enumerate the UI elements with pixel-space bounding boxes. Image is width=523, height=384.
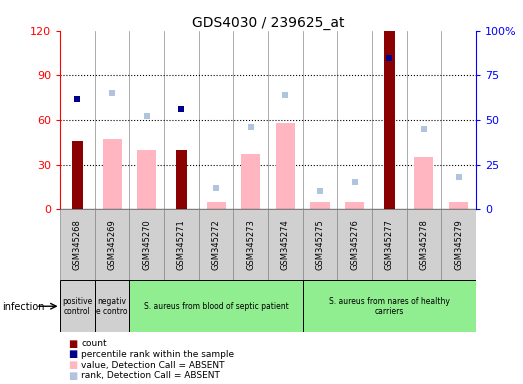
Text: GSM345272: GSM345272	[212, 219, 221, 270]
Bar	[129, 209, 164, 280]
Bar	[311, 202, 329, 209]
Bar	[95, 280, 129, 332]
Bar	[449, 202, 468, 209]
Text: value, Detection Call = ABSENT: value, Detection Call = ABSENT	[81, 361, 224, 370]
Bar	[384, 31, 394, 209]
Bar	[233, 209, 268, 280]
Bar	[60, 209, 95, 280]
Text: GSM345268: GSM345268	[73, 219, 82, 270]
Bar	[303, 209, 337, 280]
Bar	[72, 141, 83, 209]
Bar	[241, 154, 260, 209]
Text: S. aureus from blood of septic patient: S. aureus from blood of septic patient	[144, 302, 289, 311]
Text: GSM345277: GSM345277	[385, 219, 394, 270]
Text: GSM345278: GSM345278	[419, 219, 428, 270]
Text: rank, Detection Call = ABSENT: rank, Detection Call = ABSENT	[81, 371, 220, 381]
Bar	[268, 209, 303, 280]
Text: positive
control: positive control	[62, 296, 93, 316]
Text: infection: infection	[3, 302, 45, 312]
Bar	[129, 280, 303, 332]
Bar	[372, 209, 407, 280]
Text: GSM345275: GSM345275	[315, 219, 324, 270]
Bar	[345, 202, 364, 209]
Text: ■: ■	[68, 349, 77, 359]
Bar	[176, 150, 187, 209]
Bar	[164, 209, 199, 280]
Text: GSM345279: GSM345279	[454, 219, 463, 270]
Text: S. aureus from nares of healthy
carriers: S. aureus from nares of healthy carriers	[329, 296, 450, 316]
Bar	[414, 157, 434, 209]
Bar	[303, 280, 476, 332]
Title: GDS4030 / 239625_at: GDS4030 / 239625_at	[192, 16, 344, 30]
Text: GSM345270: GSM345270	[142, 219, 151, 270]
Text: ■: ■	[68, 371, 77, 381]
Text: count: count	[81, 339, 107, 348]
Bar	[276, 123, 295, 209]
Bar	[199, 209, 233, 280]
Bar	[441, 209, 476, 280]
Text: GSM345273: GSM345273	[246, 219, 255, 270]
Bar	[95, 209, 129, 280]
Text: GSM345274: GSM345274	[281, 219, 290, 270]
Text: ■: ■	[68, 360, 77, 370]
Text: percentile rank within the sample: percentile rank within the sample	[81, 350, 234, 359]
Bar	[407, 209, 441, 280]
Text: negativ
e contro: negativ e contro	[96, 296, 128, 316]
Text: GSM345269: GSM345269	[108, 219, 117, 270]
Bar	[60, 280, 95, 332]
Text: GSM345271: GSM345271	[177, 219, 186, 270]
Bar	[137, 150, 156, 209]
Text: ■: ■	[68, 339, 77, 349]
Text: GSM345276: GSM345276	[350, 219, 359, 270]
Bar	[337, 209, 372, 280]
Bar	[103, 139, 122, 209]
Bar	[207, 202, 225, 209]
